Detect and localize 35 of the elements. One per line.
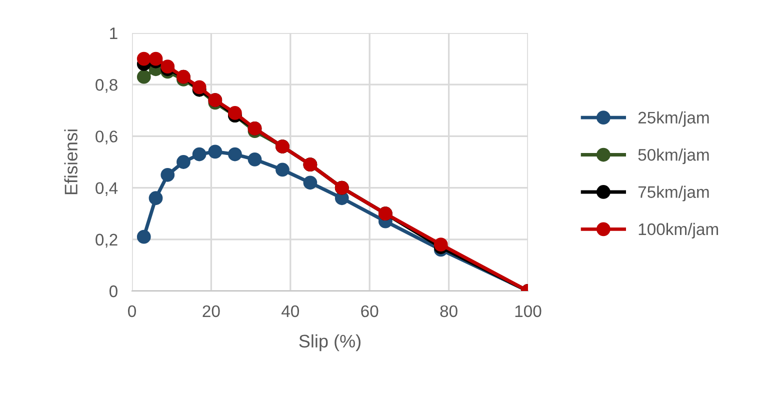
point (228, 147, 242, 162)
y-tick-label: 0 (109, 285, 118, 298)
point (160, 60, 175, 74)
y-tick-label: 0,4 (96, 182, 118, 196)
point (228, 106, 242, 120)
legend-label: 100km/jam (638, 222, 718, 238)
x-tick-label: 80 (440, 305, 458, 318)
y-tick-label: 0,6 (96, 130, 118, 144)
point (148, 191, 163, 206)
legend-label: 25km/jam (638, 111, 709, 127)
point (434, 238, 448, 252)
x-tick-label: 60 (361, 305, 378, 318)
point (148, 52, 163, 66)
point (303, 176, 318, 190)
point (192, 147, 206, 162)
y-tick-label: 0,2 (96, 234, 118, 248)
legend-label: 50km/jam (638, 148, 709, 164)
y-tick-label: 1 (110, 28, 118, 40)
x-tick-label: 0 (128, 305, 136, 318)
point (160, 168, 175, 182)
y-tick-label: 0,8 (96, 79, 118, 93)
legend-label: 75km/jam (638, 186, 709, 202)
point (248, 152, 262, 166)
x-tick-label: 100 (515, 305, 542, 318)
point (208, 144, 222, 159)
point (192, 80, 206, 94)
point (176, 155, 190, 169)
point (136, 70, 151, 84)
point (136, 52, 151, 66)
x-tick-label: 40 (282, 305, 300, 318)
point (136, 230, 151, 244)
y-axis-title: Efisiensi (64, 130, 78, 194)
x-axis-title: Slip (%) (299, 334, 360, 352)
x-tick-label: 20 (202, 305, 220, 318)
point (276, 162, 290, 177)
